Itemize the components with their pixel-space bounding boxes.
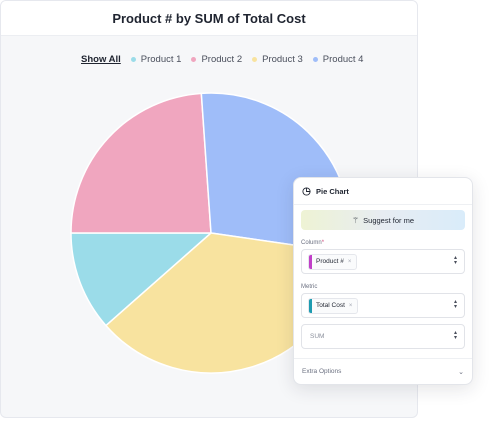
legend-label: Product 4 — [322, 54, 364, 65]
suggest-label: Suggest for me — [363, 215, 415, 225]
legend-item-product-3[interactable]: Product 3 — [252, 54, 303, 65]
remove-icon[interactable]: × — [348, 302, 353, 309]
pie-chart-config-panel: Pie Chart ⚚ Suggest for me Column* Produ… — [293, 177, 473, 385]
legend-label: Product 3 — [262, 54, 303, 65]
legend-label: Product 1 — [140, 54, 182, 65]
select-arrows-icon: ▴ ▾ — [453, 330, 457, 341]
chart-title: Product # by SUM of Total Cost — [112, 10, 306, 26]
extra-options-label: Extra Options — [302, 368, 342, 375]
column-chip: Product # × — [308, 253, 358, 270]
pie-slice-product-2[interactable] — [70, 92, 212, 234]
aggregation-select[interactable]: SUM ▴ ▾ — [301, 324, 465, 349]
panel-header: Pie Chart — [294, 178, 472, 205]
column-select[interactable]: Product # × ▴ ▾ — [301, 249, 465, 274]
legend-swatch — [252, 57, 258, 62]
metric-chip: Total Cost × — [308, 297, 359, 314]
legend-show-all-link[interactable]: Show All — [81, 54, 121, 65]
select-arrows-icon: ▴ ▾ — [453, 299, 457, 310]
metric-select[interactable]: Total Cost × ▴ ▾ — [301, 293, 465, 318]
select-arrows-icon: ▴ ▾ — [453, 255, 457, 266]
chart-header: Product # by SUM of Total Cost — [1, 1, 417, 36]
suggest-for-me-button[interactable]: ⚚ Suggest for me — [301, 210, 465, 230]
magic-wand-icon: ⚚ — [351, 215, 360, 225]
pie-chart-icon — [302, 186, 311, 196]
metric-chip-color-bar — [309, 298, 312, 313]
panel-title: Pie Chart — [316, 186, 349, 196]
remove-icon[interactable]: × — [347, 258, 352, 265]
legend-swatch — [191, 57, 197, 62]
column-label: Column* — [301, 240, 325, 246]
chart-legend: Show All Product 1 Product 2 Product 3 P… — [81, 54, 373, 65]
metric-chip-label: Total Cost — [316, 302, 345, 309]
legend-swatch — [312, 57, 318, 62]
pie-slice-product-1[interactable] — [70, 232, 213, 327]
aggregation-value: SUM — [310, 333, 325, 340]
legend-label: Product 2 — [201, 54, 243, 65]
extra-options-toggle[interactable]: Extra Options ⌄ — [294, 358, 472, 384]
legend-item-product-4[interactable]: Product 4 — [312, 54, 364, 65]
metric-label: Metric — [301, 284, 318, 290]
legend-item-product-2[interactable]: Product 2 — [191, 54, 242, 65]
column-chip-color-bar — [309, 254, 312, 269]
chevron-down-icon: ⌄ — [458, 368, 464, 376]
legend-swatch — [130, 57, 136, 62]
legend-item-product-1[interactable]: Product 1 — [130, 54, 182, 65]
column-chip-label: Product # — [316, 258, 344, 265]
